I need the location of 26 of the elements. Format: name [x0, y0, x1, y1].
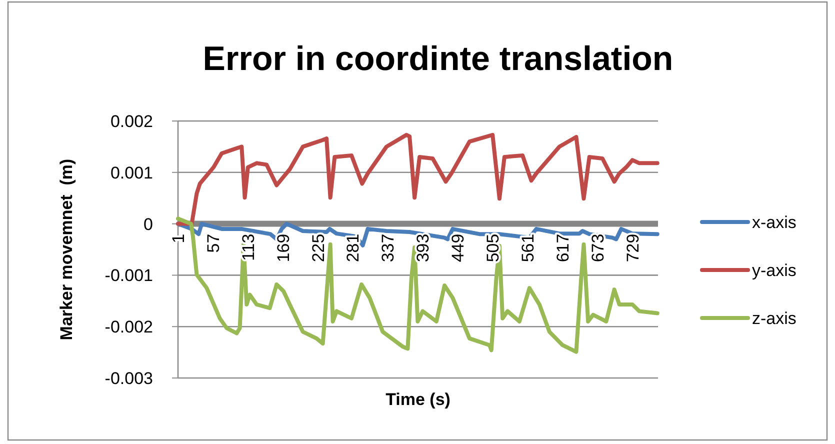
x-tick-label: 617 [553, 234, 572, 262]
x-tick-label: 505 [484, 234, 503, 262]
x-tick-label: 169 [274, 234, 293, 262]
x-tick-label: 449 [448, 234, 468, 262]
y-tick-label: 0.002 [110, 112, 153, 131]
x-axis-title: Time (s) [386, 390, 450, 409]
y-tick-label: 0 [144, 214, 153, 234]
chart-title: Error in coordinte translation [202, 40, 674, 78]
x-tick-label: 225 [308, 234, 328, 262]
legend-label: y-axis [752, 260, 796, 280]
x-tick-label: 673 [588, 234, 608, 262]
y-tick-label: -0.003 [104, 368, 153, 388]
y-tick-label: -0.001 [104, 266, 153, 286]
legend-label: x-axis [752, 212, 796, 232]
x-tick-label: 561 [518, 234, 538, 262]
x-tick-label: 57 [204, 234, 223, 253]
x-tick-label: 281 [344, 234, 363, 262]
x-tick-label: 337 [378, 234, 398, 262]
x-tick-label: 393 [414, 234, 433, 262]
legend-label: z-axis [752, 308, 796, 328]
x-tick-label: 113 [238, 234, 258, 261]
x-tick-label: 729 [623, 234, 642, 262]
y-tick-label: 0.001 [110, 163, 153, 182]
y-tick-label: -0.002 [104, 318, 153, 337]
x-tick-label: 1 [168, 234, 188, 244]
y-axis-title: Marker movemnet (m) [56, 158, 76, 340]
